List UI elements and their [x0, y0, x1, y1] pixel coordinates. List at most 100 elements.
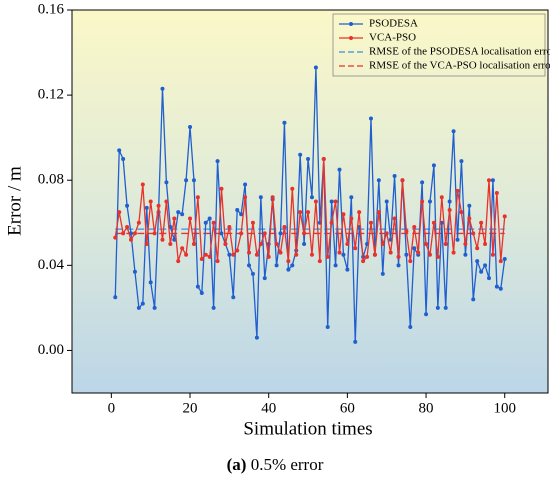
point	[207, 216, 212, 221]
point	[408, 325, 413, 330]
point	[404, 229, 409, 234]
point	[132, 231, 137, 236]
point	[309, 252, 314, 257]
point	[152, 305, 157, 310]
point	[404, 252, 409, 257]
point	[321, 156, 326, 161]
point	[384, 199, 389, 204]
point	[188, 125, 193, 130]
legend-marker	[349, 36, 353, 40]
point	[219, 186, 224, 191]
point	[475, 259, 480, 264]
point	[345, 242, 350, 247]
point	[368, 116, 373, 121]
point	[490, 178, 495, 183]
caption-label: (a)	[227, 455, 247, 474]
legend-label: RMSE of the PSODESA localisation error	[369, 46, 550, 58]
point	[475, 246, 480, 251]
point	[136, 305, 141, 310]
point	[337, 167, 342, 172]
point	[329, 199, 334, 204]
point	[329, 220, 334, 225]
point	[427, 199, 432, 204]
point	[361, 259, 366, 264]
point	[376, 210, 381, 215]
caption-text: 0.5% error	[251, 455, 324, 474]
point	[188, 216, 193, 221]
point	[463, 252, 468, 257]
point	[235, 208, 240, 213]
point	[164, 199, 169, 204]
plot-frame	[71, 9, 549, 394]
point	[144, 205, 149, 210]
point	[313, 199, 318, 204]
point	[463, 242, 468, 247]
point	[435, 254, 440, 259]
legend-box	[332, 13, 546, 77]
point	[290, 263, 295, 268]
point	[168, 242, 173, 247]
point	[160, 237, 165, 242]
point	[258, 195, 263, 200]
point	[184, 178, 189, 183]
point	[286, 267, 291, 272]
point	[227, 252, 232, 257]
point	[239, 212, 244, 217]
point	[467, 216, 472, 221]
point	[490, 252, 495, 257]
point	[494, 190, 499, 195]
point	[266, 254, 271, 259]
point	[498, 259, 503, 264]
point	[479, 220, 484, 225]
point	[337, 250, 342, 255]
x-tick-label: 40	[261, 400, 276, 416]
point	[219, 231, 224, 236]
series-line	[114, 158, 506, 263]
point	[113, 235, 118, 240]
point	[302, 231, 307, 236]
point	[341, 212, 346, 217]
point	[431, 220, 436, 225]
point	[247, 250, 252, 255]
x-tick-label: 100	[493, 400, 516, 416]
point	[345, 267, 350, 272]
point	[294, 252, 299, 257]
point	[203, 220, 208, 225]
point	[136, 220, 141, 225]
y-tick-label: 0.08	[38, 172, 64, 188]
point	[443, 242, 448, 247]
point	[156, 203, 161, 208]
y-tick-label: 0.04	[38, 257, 65, 273]
point	[443, 305, 448, 310]
point	[140, 182, 145, 187]
legend-label: PSODESA	[369, 18, 418, 30]
point	[435, 305, 440, 310]
x-tick-label: 0	[108, 400, 116, 416]
point	[254, 335, 259, 340]
point	[325, 325, 330, 330]
series-line	[114, 67, 506, 342]
point	[274, 263, 279, 268]
point	[274, 242, 279, 247]
point	[278, 231, 283, 236]
point	[286, 259, 291, 264]
x-tick-label: 80	[419, 400, 434, 416]
point	[455, 188, 460, 193]
point	[144, 242, 149, 247]
point	[215, 259, 220, 264]
y-tick-label: 0.12	[38, 87, 64, 103]
point	[239, 231, 244, 236]
point	[199, 256, 204, 261]
point	[298, 210, 303, 215]
point	[250, 271, 255, 276]
point	[380, 271, 385, 276]
point	[243, 195, 248, 200]
point	[282, 225, 287, 230]
point	[372, 252, 377, 257]
point	[231, 295, 236, 300]
point	[125, 203, 130, 208]
legend-marker	[349, 22, 353, 26]
point	[439, 195, 444, 200]
point	[313, 65, 318, 70]
point	[207, 254, 212, 259]
